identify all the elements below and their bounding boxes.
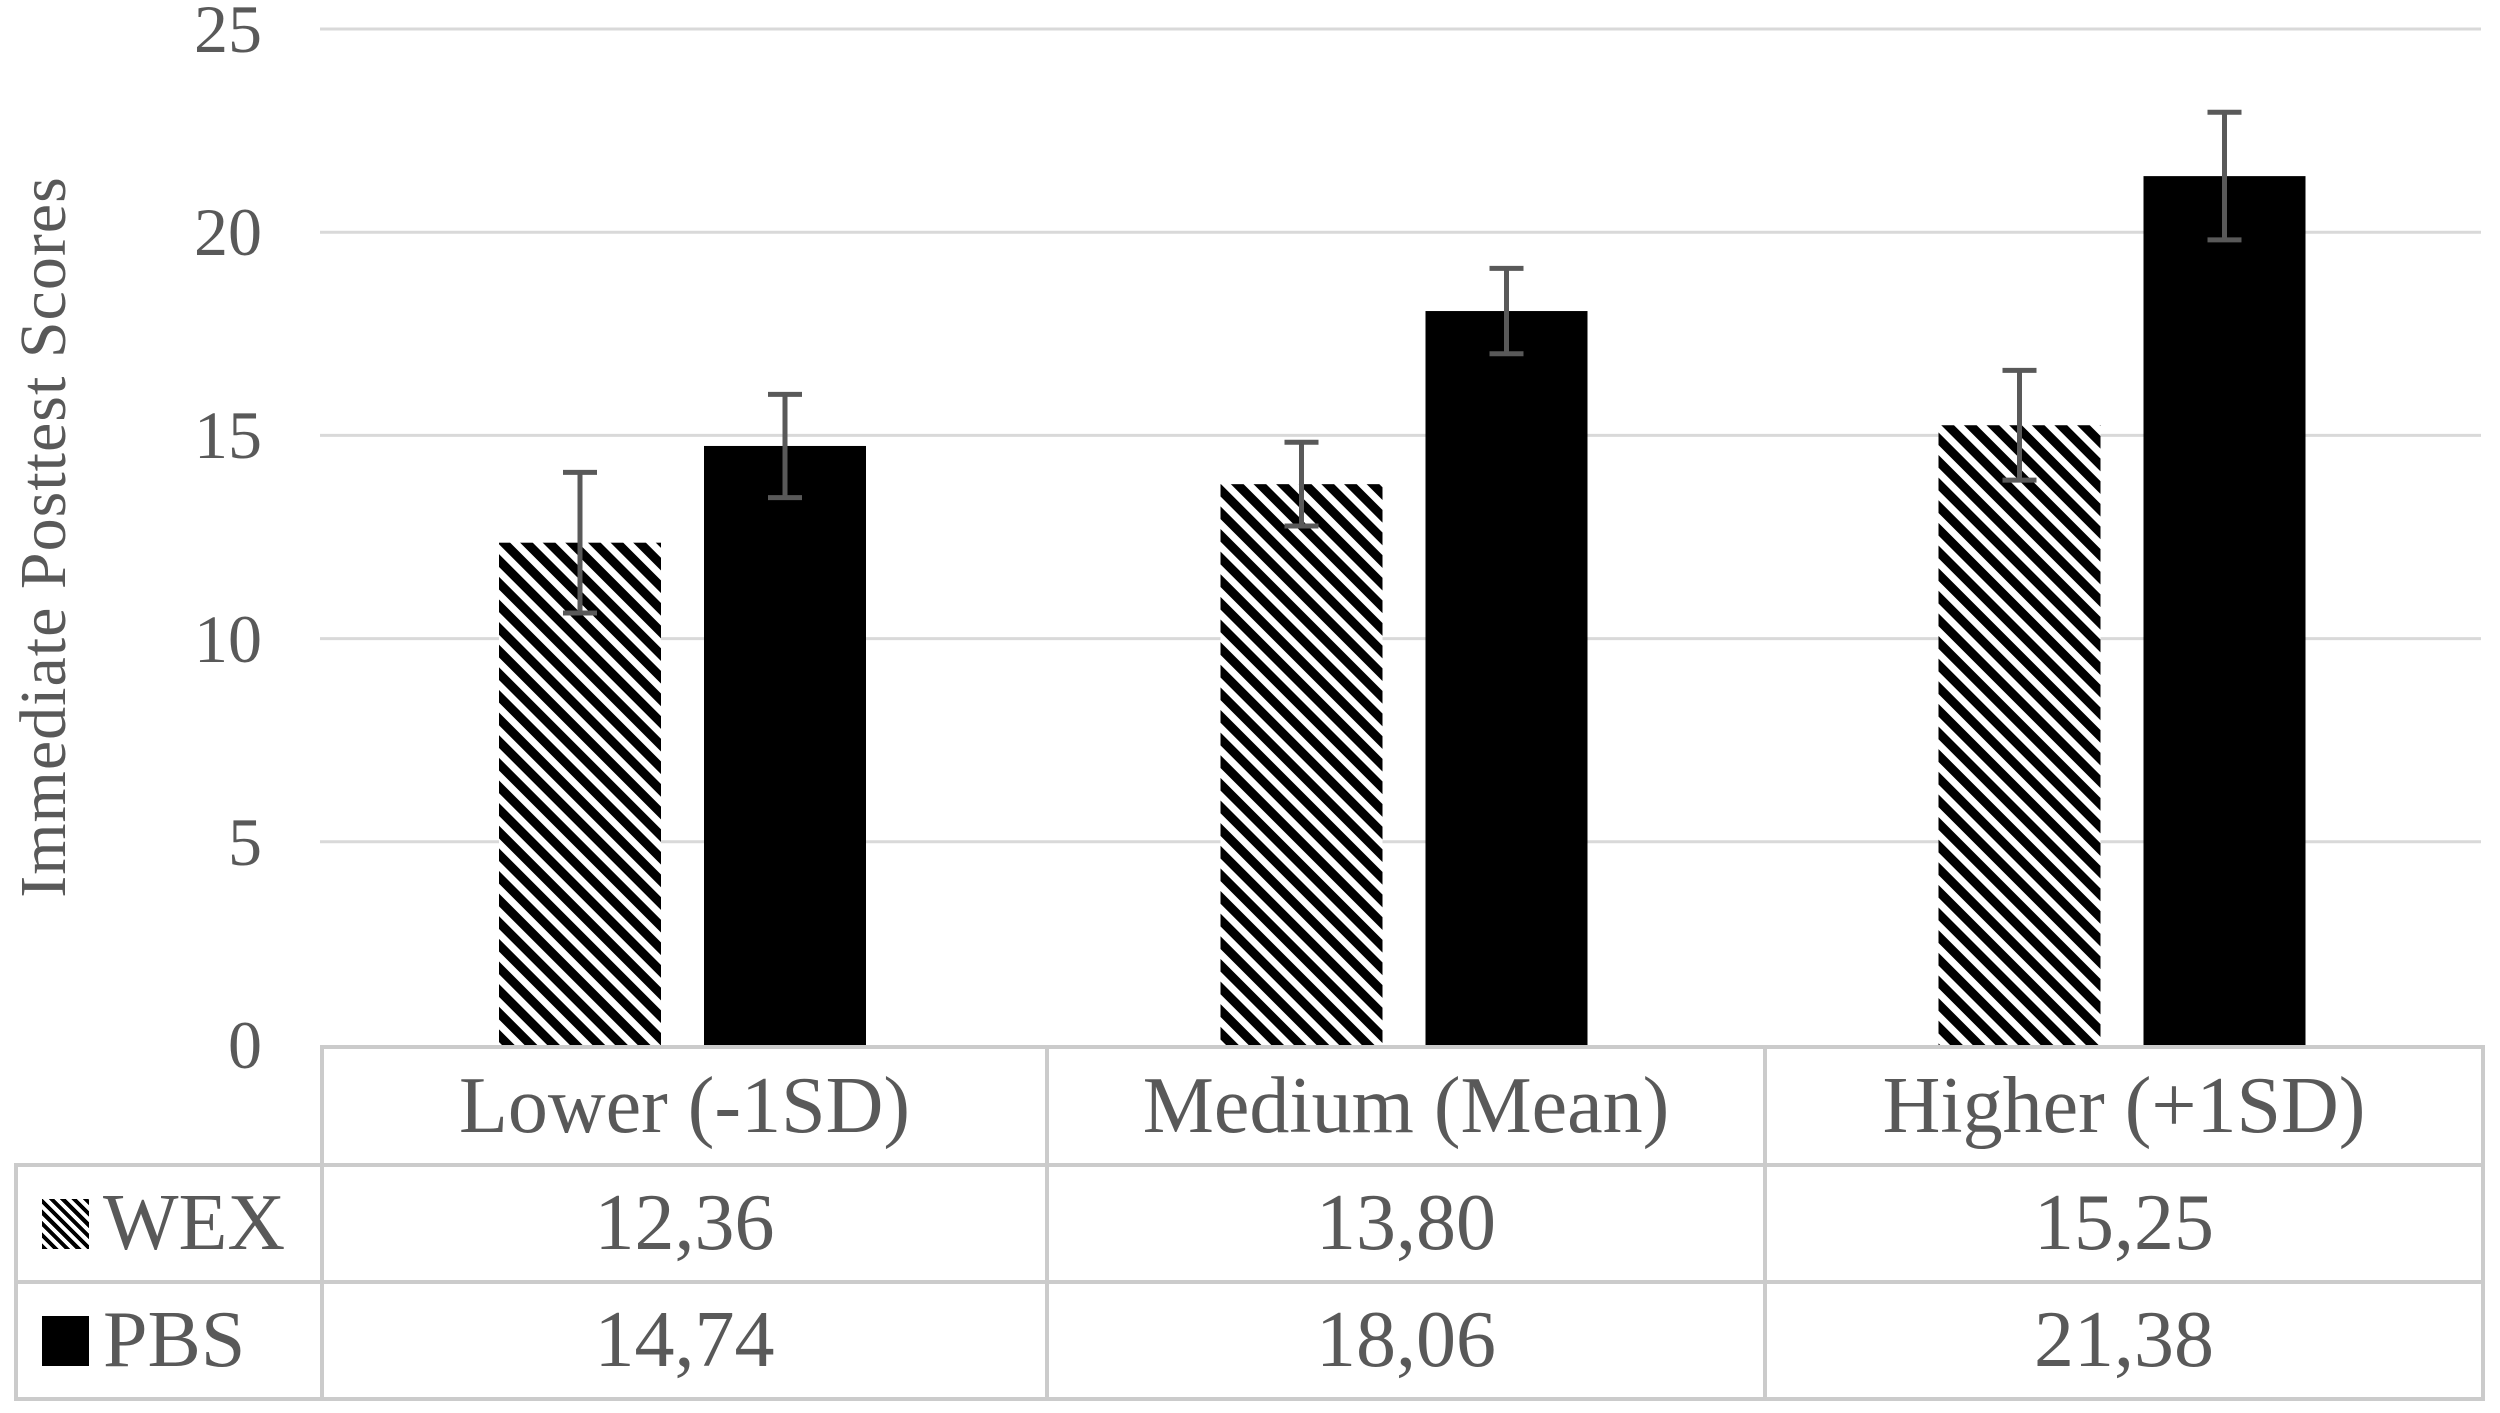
category-header: Higher (+1SD)	[1763, 1045, 2485, 1167]
value-cell: 21,38	[1763, 1280, 2485, 1401]
table-corner-blank	[16, 1047, 322, 1165]
value-cell: 18,06	[1045, 1280, 1767, 1401]
category-header: Lower (-1SD)	[320, 1045, 1049, 1167]
y-tick-label: 5	[228, 803, 262, 880]
bar-wex-1	[1220, 484, 1383, 1046]
error-bar-wex-2	[2002, 367, 2037, 483]
bar-wex-2	[1938, 425, 2101, 1045]
pbs-solid-swatch-icon	[42, 1315, 89, 1366]
value-cell: 14,74	[320, 1280, 1049, 1401]
value-cell: 15,25	[1763, 1163, 2485, 1284]
bar-pbs-2	[2143, 176, 2306, 1045]
wex-hatch-swatch-icon	[42, 1198, 89, 1249]
series-label: PBS	[103, 1296, 246, 1384]
legend-cell-wex: WEX	[14, 1163, 324, 1284]
error-bar-pbs-0	[768, 391, 802, 501]
y-tick-label: 20	[194, 194, 262, 271]
category-header: Medium (Mean)	[1045, 1045, 1767, 1167]
table-row: WEX 12,36 13,80 15,25	[14, 1163, 2485, 1284]
plot-area	[320, 27, 2481, 1046]
error-bar-wex-1	[1284, 439, 1319, 529]
bar-wex-0	[499, 542, 661, 1045]
value-cell: 13,80	[1045, 1163, 1767, 1284]
y-tick-label: 10	[194, 600, 262, 677]
y-tick-label: 15	[194, 397, 262, 474]
data-table-region: Lower (-1SD) Medium (Mean) Higher (+1SD) WE…	[14, 1045, 2485, 1401]
y-tick-label: 0	[228, 1007, 262, 1083]
data-table: Lower (-1SD) Medium (Mean) Higher (+1SD) WE…	[14, 1045, 2485, 1401]
legend-cell-pbs: PBS	[14, 1280, 324, 1401]
error-bar-pbs-2	[2207, 109, 2242, 243]
table-row: PBS 14,74 18,06 21,38	[14, 1280, 2485, 1401]
error-bar-wex-0	[563, 469, 597, 616]
bar-pbs-0	[704, 445, 866, 1045]
bar-pbs-1	[1425, 311, 1588, 1045]
y-tick-label: 25	[194, 0, 262, 67]
value-cell: 12,36	[320, 1163, 1049, 1284]
error-bar-pbs-1	[1489, 265, 1524, 357]
series-label: WEX	[103, 1179, 286, 1267]
